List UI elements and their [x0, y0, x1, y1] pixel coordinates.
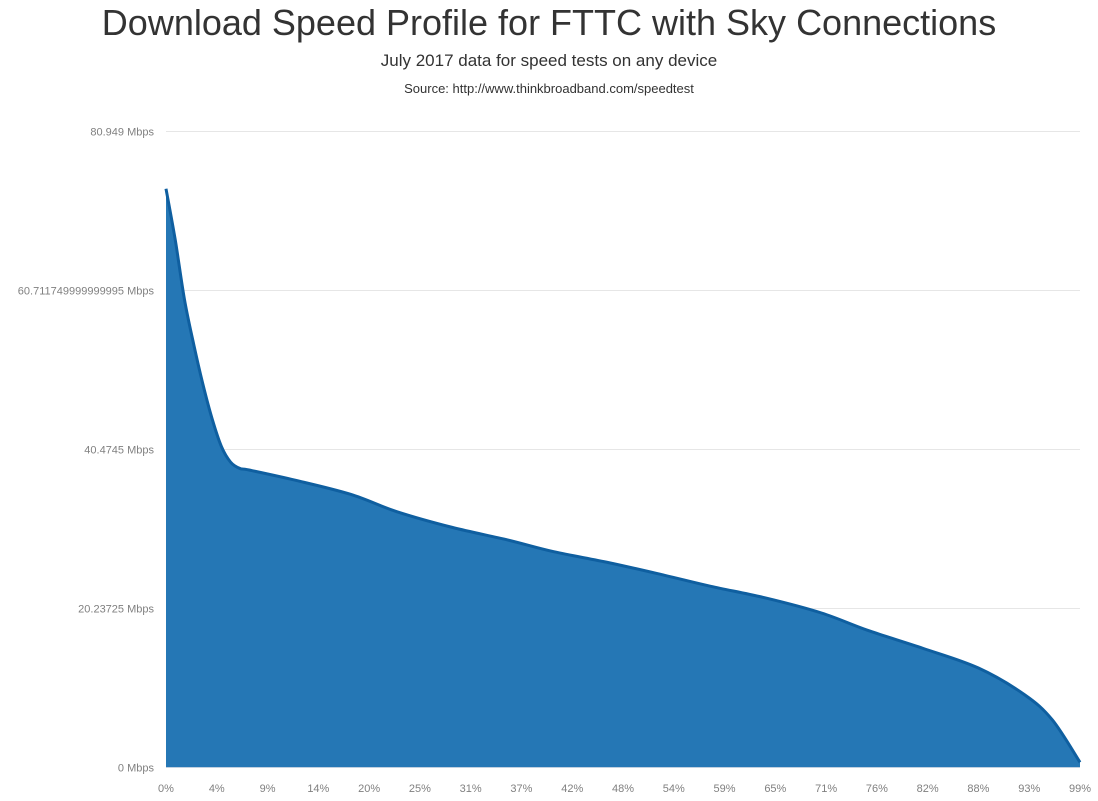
y-tick-label: 20.23725 Mbps	[78, 604, 154, 616]
x-tick-label: 14%	[307, 783, 329, 795]
y-tick-label: 40.4745 Mbps	[84, 445, 154, 457]
x-tick-label: 82%	[917, 783, 939, 795]
x-tick-label: 88%	[967, 783, 989, 795]
speed-line	[164, 188, 1082, 764]
x-tick-label: 9%	[260, 783, 276, 795]
x-tick-label: 54%	[663, 783, 685, 795]
speed-area	[166, 188, 1080, 767]
x-tick-label: 31%	[460, 783, 482, 795]
x-tick-label: 37%	[510, 783, 532, 795]
x-tick-label: 99%	[1069, 783, 1091, 795]
x-axis: 0% 4% 9% 14% 20% 25% 31% 37% 42% 48% 54% 59% 65% 71% 7…	[158, 783, 1091, 795]
chart-source: Source: http://www.thinkbroadband.com/sp…	[404, 81, 694, 96]
x-tick-label: 59%	[714, 783, 736, 795]
x-tick-label: 93%	[1018, 783, 1040, 795]
x-tick-label: 20%	[358, 783, 380, 795]
y-tick-label: 60.711749999999995 Mbps	[18, 286, 155, 298]
y-axis: 0 Mbps 20.23725 Mbps 40.4745 Mbps 60.711749…	[18, 127, 155, 775]
y-tick-label: 80.949 Mbps	[90, 127, 154, 139]
chart-title: Download Speed Profile for FTTC with Sky…	[101, 2, 997, 43]
x-tick-label: 4%	[209, 783, 225, 795]
x-tick-label: 25%	[409, 783, 431, 795]
x-tick-label: 65%	[764, 783, 786, 795]
x-tick-label: 71%	[815, 783, 837, 795]
x-tick-label: 76%	[866, 783, 888, 795]
y-tick-label: 0 Mbps	[118, 763, 155, 775]
x-tick-label: 42%	[561, 783, 583, 795]
chart-subtitle: July 2017 data for speed tests on any de…	[380, 51, 718, 70]
x-tick-label: 0%	[158, 783, 174, 795]
x-tick-label: 48%	[612, 783, 634, 795]
